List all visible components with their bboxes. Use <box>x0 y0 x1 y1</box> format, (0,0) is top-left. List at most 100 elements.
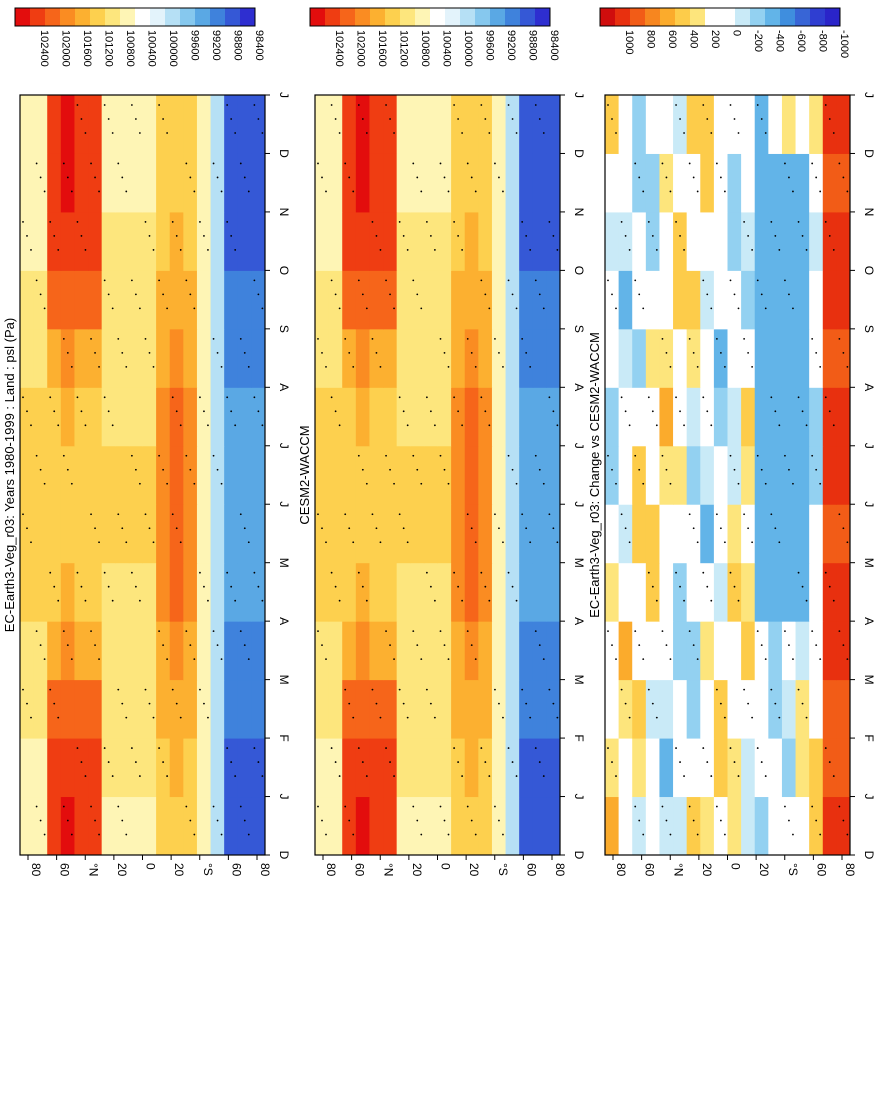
stipple-dot <box>710 424 713 427</box>
colorbar-swatch <box>810 8 826 26</box>
stipple-dot <box>121 351 124 354</box>
stipple-dot <box>611 118 613 120</box>
psl-cell <box>478 738 493 798</box>
diff-cell <box>632 270 647 330</box>
diff-cell <box>768 211 783 271</box>
stipple-dot <box>321 644 323 647</box>
stipple-dot <box>226 104 229 106</box>
diff-cell <box>754 95 769 154</box>
stipple-dot <box>534 454 537 457</box>
psl-cell <box>328 562 343 622</box>
stipple-dot <box>453 396 456 399</box>
diff-cell <box>768 95 783 154</box>
diff-cell <box>809 738 824 798</box>
stipple-dot <box>842 351 845 354</box>
stipple-dot <box>179 249 182 251</box>
colorbar-swatch <box>195 8 211 26</box>
stipple-dot <box>62 454 65 457</box>
psl-cell <box>532 445 547 505</box>
stipple-dot <box>675 396 677 399</box>
psl-cell <box>451 679 466 739</box>
psl-cell <box>251 270 266 330</box>
stipple-dot <box>393 775 395 777</box>
diff-cell <box>836 211 851 271</box>
stipple-dot <box>743 337 746 340</box>
colorbar-label: 98400 <box>548 30 560 61</box>
psl-cell <box>237 211 252 271</box>
diff-cell <box>713 211 728 271</box>
colorbar-swatch <box>45 8 61 26</box>
psl-cell <box>183 270 198 330</box>
stipple-dot <box>134 468 137 471</box>
stipple-dot <box>651 585 654 588</box>
stipple-dot <box>760 118 763 120</box>
stipple-dot <box>357 747 360 749</box>
psl-cell <box>224 679 239 739</box>
stipple-dot <box>117 688 120 691</box>
stipple-dot <box>542 482 545 485</box>
stipple-dot <box>607 279 609 282</box>
month-tick-label: S <box>572 325 586 333</box>
stipple-dot <box>832 249 835 251</box>
stipple-dot <box>792 833 794 836</box>
psl-cell <box>74 504 89 564</box>
month-tick-label: O <box>572 266 586 275</box>
psl-cell <box>88 153 103 213</box>
stipple-dot <box>243 819 246 822</box>
colorbar-label: 98800 <box>527 30 539 61</box>
month-tick-label: D <box>277 851 291 860</box>
psl-cell <box>169 738 184 798</box>
colorbar-label: 102000 <box>355 30 367 67</box>
stipple-dot <box>385 279 387 282</box>
stipple-dot <box>548 221 551 223</box>
psl-cell <box>142 796 157 856</box>
stipple-dot <box>239 513 242 516</box>
colorbar: 1000 800 600 400 200 0 -200 -400 -600 -800 -1000 <box>599 7 850 58</box>
stipple-dot <box>552 410 555 413</box>
psl-cell <box>546 387 561 447</box>
stipple-dot <box>511 118 514 120</box>
psl-cell <box>183 328 198 388</box>
psl-cell <box>20 387 35 447</box>
stipple-dot <box>66 819 69 822</box>
stipple-dot <box>379 365 382 368</box>
psl-cell <box>505 621 520 681</box>
stipple-dot <box>756 454 759 457</box>
colorbar-swatch <box>75 8 91 26</box>
stipple-dot <box>760 644 763 647</box>
month-tick-label: J <box>572 501 586 507</box>
colorbar-swatch <box>165 8 181 26</box>
stipple-dot <box>756 630 759 633</box>
psl-cell <box>451 445 466 505</box>
diff-cell <box>659 270 674 330</box>
psl-cell <box>251 445 266 505</box>
stipple-dot <box>98 365 100 368</box>
lat-tick-label: 60 <box>643 863 657 877</box>
diff-cell <box>700 153 715 213</box>
stipple-dot <box>801 410 804 413</box>
psl-cell <box>396 153 411 213</box>
diff-cell <box>645 621 660 681</box>
diff-cell <box>822 504 837 564</box>
diff-cell <box>727 796 742 856</box>
stipple-dot <box>257 761 260 763</box>
colorbar-label: 0 <box>731 30 743 36</box>
psl-cell <box>60 270 75 330</box>
colorbar-label: 98800 <box>232 30 244 61</box>
stipple-dot <box>819 190 822 193</box>
stipple-dot <box>39 644 42 647</box>
stipple-dot <box>152 716 155 719</box>
diff-cell <box>754 445 769 505</box>
psl-cell <box>142 562 157 622</box>
stipple-dot <box>398 396 401 399</box>
diff-cell <box>673 679 688 739</box>
colorbar-swatch <box>705 8 721 26</box>
psl-cell <box>315 738 330 798</box>
diff-cell <box>781 95 797 154</box>
diff-cell <box>795 153 810 213</box>
stipple-dot <box>480 571 483 574</box>
stipple-dot <box>185 805 188 808</box>
psl-cell <box>251 95 266 154</box>
stipple-dot <box>35 630 38 633</box>
stipple-dot <box>819 365 822 368</box>
